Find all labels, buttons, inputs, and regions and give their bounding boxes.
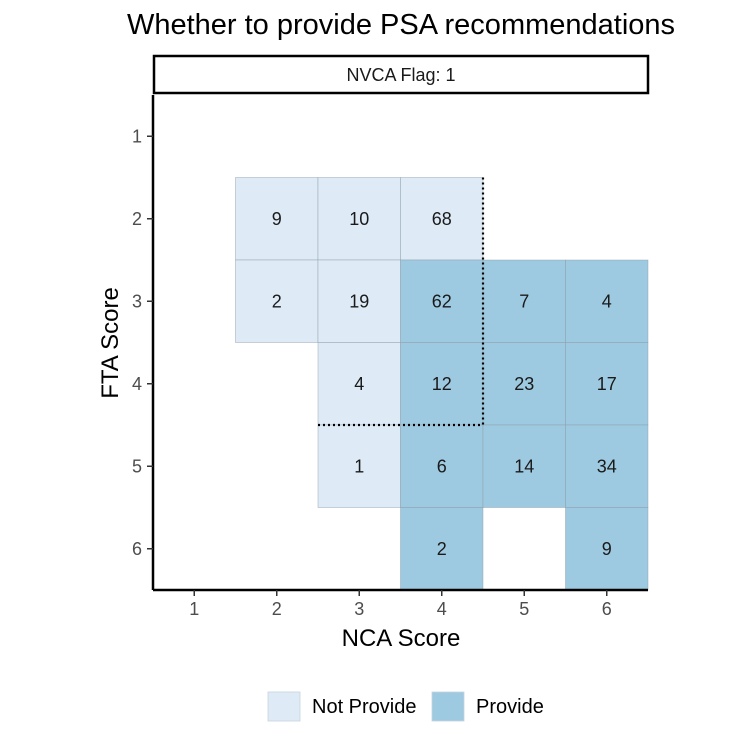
cell-value-label: 23	[514, 374, 534, 394]
heatmap-cell	[482, 259, 566, 343]
cell-value-label: 9	[272, 209, 282, 229]
facet-strip-label: NVCA Flag: 1	[346, 65, 455, 85]
cell-value-label: 34	[597, 456, 617, 476]
y-axis-title: FTA Score	[97, 287, 124, 399]
x-tick-label: 4	[437, 599, 447, 619]
cell-value-label: 10	[349, 209, 369, 229]
cell-value-label: 2	[272, 291, 282, 311]
legend-label: Not Provide	[312, 696, 417, 718]
cell-value-label: 62	[432, 291, 452, 311]
legend: Not Provide Provide	[267, 691, 544, 722]
heatmap-cell	[565, 424, 649, 508]
cell-value-label: 68	[432, 209, 452, 229]
x-axis-title: NCA Score	[342, 625, 461, 652]
cell-value-label: 4	[602, 291, 612, 311]
heatmap-cells: 9 10 68 2 19 62 7 4 4 12 23 17 1 6 14 34 2 9	[235, 177, 649, 591]
x-tick-label: 6	[602, 599, 612, 619]
cell-value-label: 17	[597, 374, 617, 394]
heatmap-cell	[400, 177, 484, 261]
x-tick-label: 5	[519, 599, 529, 619]
legend-swatch-not-provide	[267, 691, 301, 722]
y-tick-label: 6	[132, 539, 142, 559]
heatmap-cell	[317, 342, 401, 426]
y-tick-label: 5	[132, 456, 142, 476]
x-tick-label: 3	[354, 599, 364, 619]
x-tick-label: 2	[272, 599, 282, 619]
heatmap-cell	[482, 342, 566, 426]
legend-label: Provide	[476, 696, 544, 718]
threshold-lines	[318, 177, 485, 427]
chart-title: Whether to provide PSA recommendations	[127, 9, 675, 41]
heatmap-cell	[235, 177, 319, 261]
y-tick-label: 1	[132, 126, 142, 146]
cell-value-label: 9	[602, 539, 612, 559]
heatmap-cell	[317, 259, 401, 343]
facet-strip	[152, 54, 650, 95]
y-tick-label: 4	[132, 374, 142, 394]
cell-value-label: 6	[437, 456, 447, 476]
y-tick-label: 3	[132, 291, 142, 311]
cell-value-label: 14	[514, 456, 534, 476]
heatmap-cell	[400, 507, 484, 591]
heatmap-cell	[565, 342, 649, 426]
cell-value-label: 7	[519, 291, 529, 311]
y-tick-label: 2	[132, 209, 142, 229]
heatmap-cell	[482, 424, 566, 508]
heatmap-cell	[565, 507, 649, 591]
cell-value-label: 4	[354, 374, 364, 394]
cell-value-label: 1	[354, 456, 364, 476]
x-tick-label: 1	[189, 599, 199, 619]
heatmap-cell	[400, 424, 484, 508]
heatmap-cell	[317, 177, 401, 261]
cell-value-label: 19	[349, 291, 369, 311]
cell-value-label: 2	[437, 539, 447, 559]
legend-swatch-provide	[431, 691, 465, 722]
cell-value-label: 12	[432, 374, 452, 394]
heatmap-cell	[235, 259, 319, 343]
